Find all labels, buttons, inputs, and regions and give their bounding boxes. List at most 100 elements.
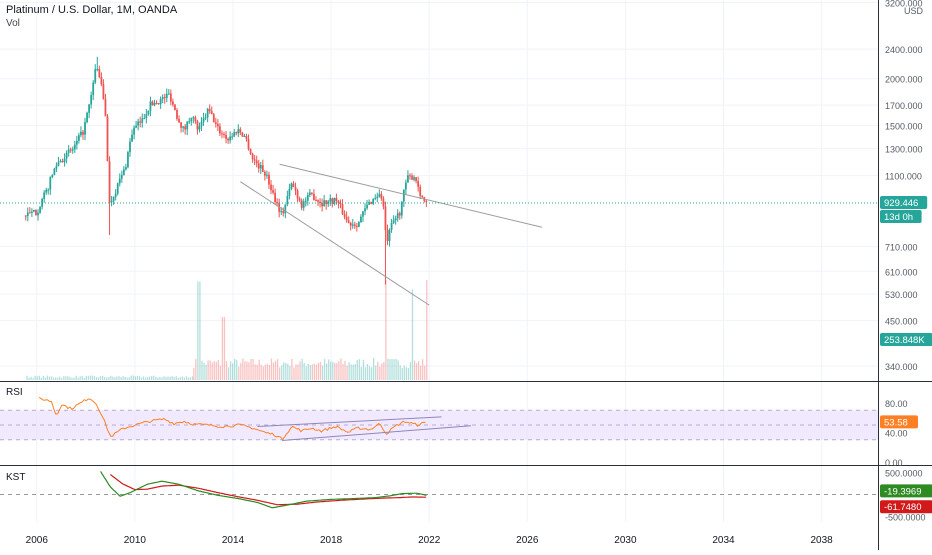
candle-body <box>133 127 135 135</box>
candle-body <box>200 121 203 127</box>
volume-bar <box>87 375 89 380</box>
volume-bar <box>215 361 217 380</box>
candle-body <box>180 122 182 128</box>
volume-bar <box>422 359 424 380</box>
candle-body <box>26 212 29 217</box>
candle-body <box>39 206 41 213</box>
candle-body <box>419 186 422 196</box>
candle-body <box>249 149 252 154</box>
volume-bar <box>409 361 412 380</box>
candle-body <box>315 199 317 201</box>
volume-bar <box>221 317 224 380</box>
volume-bar <box>281 365 283 380</box>
price-tick-label: 3200.000 <box>885 0 923 9</box>
volume-bar <box>217 359 219 380</box>
candle-body <box>188 121 191 123</box>
candle-body <box>71 149 74 151</box>
volume-bar <box>325 363 328 380</box>
volume-bar <box>356 360 358 380</box>
candle-body <box>80 131 82 136</box>
volume-bar <box>393 359 395 380</box>
volume-bar <box>165 376 167 380</box>
candle-body <box>77 135 80 141</box>
volume-bar <box>276 359 279 380</box>
candle-body <box>223 133 225 135</box>
volume-bar <box>108 376 110 380</box>
volume-bar <box>260 364 262 380</box>
volume-bar <box>42 375 45 380</box>
volume-bar <box>231 363 234 380</box>
volume-bar <box>157 377 159 380</box>
volume-bar <box>161 377 163 380</box>
candle-body <box>206 108 209 118</box>
volume-bar <box>193 367 195 380</box>
candle-body <box>255 160 258 164</box>
volume-bar <box>424 365 426 380</box>
volume-bar <box>171 376 173 380</box>
candle-body <box>302 201 305 208</box>
volume-bar <box>203 362 205 380</box>
volume-bar <box>130 375 132 380</box>
candle-body <box>108 161 111 203</box>
candle-body <box>198 126 201 130</box>
volume-bar <box>315 364 318 380</box>
candle-body <box>208 108 211 112</box>
volume-bar <box>227 367 230 380</box>
candle-body <box>55 165 58 169</box>
volume-bar <box>36 376 38 380</box>
volume-bar <box>71 377 73 380</box>
candle-body <box>212 114 215 123</box>
candle-body <box>415 177 418 182</box>
volume-bar <box>201 360 203 380</box>
time-tick-label: 2018 <box>320 535 343 546</box>
volume-bar <box>219 365 222 380</box>
candle-body <box>266 174 268 176</box>
volume-bar <box>293 367 295 380</box>
candle-body <box>257 163 260 169</box>
volume-bar <box>385 280 387 380</box>
volume-bar <box>338 361 340 380</box>
volume-bar <box>67 376 69 380</box>
volume-bar <box>209 360 211 380</box>
volume-bar <box>274 360 277 380</box>
candle-body <box>143 118 146 120</box>
candle-body <box>333 197 336 204</box>
volume-bar <box>250 358 252 380</box>
volume-bar <box>309 365 311 380</box>
volume-bar <box>321 365 324 380</box>
candle-body <box>69 149 72 151</box>
volume-bar <box>417 361 420 380</box>
kst-value-badge: -19.3969 <box>884 486 922 497</box>
volume-bar <box>65 376 67 380</box>
candle-body <box>319 201 321 204</box>
candle-body <box>396 213 399 219</box>
volume-bar <box>91 375 94 380</box>
candle-body <box>274 192 276 203</box>
volume-bar <box>395 358 397 380</box>
volume-bar <box>28 377 30 380</box>
volume-bar <box>344 360 346 380</box>
candle-body <box>282 210 285 214</box>
candle-body <box>35 209 37 216</box>
volume-bar <box>54 377 57 380</box>
candle-body <box>169 93 172 102</box>
candle-body <box>276 202 279 204</box>
candle-body <box>53 168 56 175</box>
candle-body <box>378 194 381 197</box>
volume-bar <box>332 361 334 380</box>
volume-bar <box>189 377 192 380</box>
volume-bar <box>303 362 305 380</box>
candle-body <box>219 126 221 134</box>
volume-bar <box>52 377 55 380</box>
candle-body <box>120 175 123 179</box>
candle-body <box>261 165 264 172</box>
volume-bar <box>122 376 124 380</box>
candle-body <box>376 196 379 198</box>
volume-bar <box>146 376 149 380</box>
volume-bar <box>169 376 171 380</box>
rsi-tick-label: 80.00 <box>885 399 908 409</box>
candle-body <box>310 192 313 194</box>
volume-bar <box>185 376 188 380</box>
